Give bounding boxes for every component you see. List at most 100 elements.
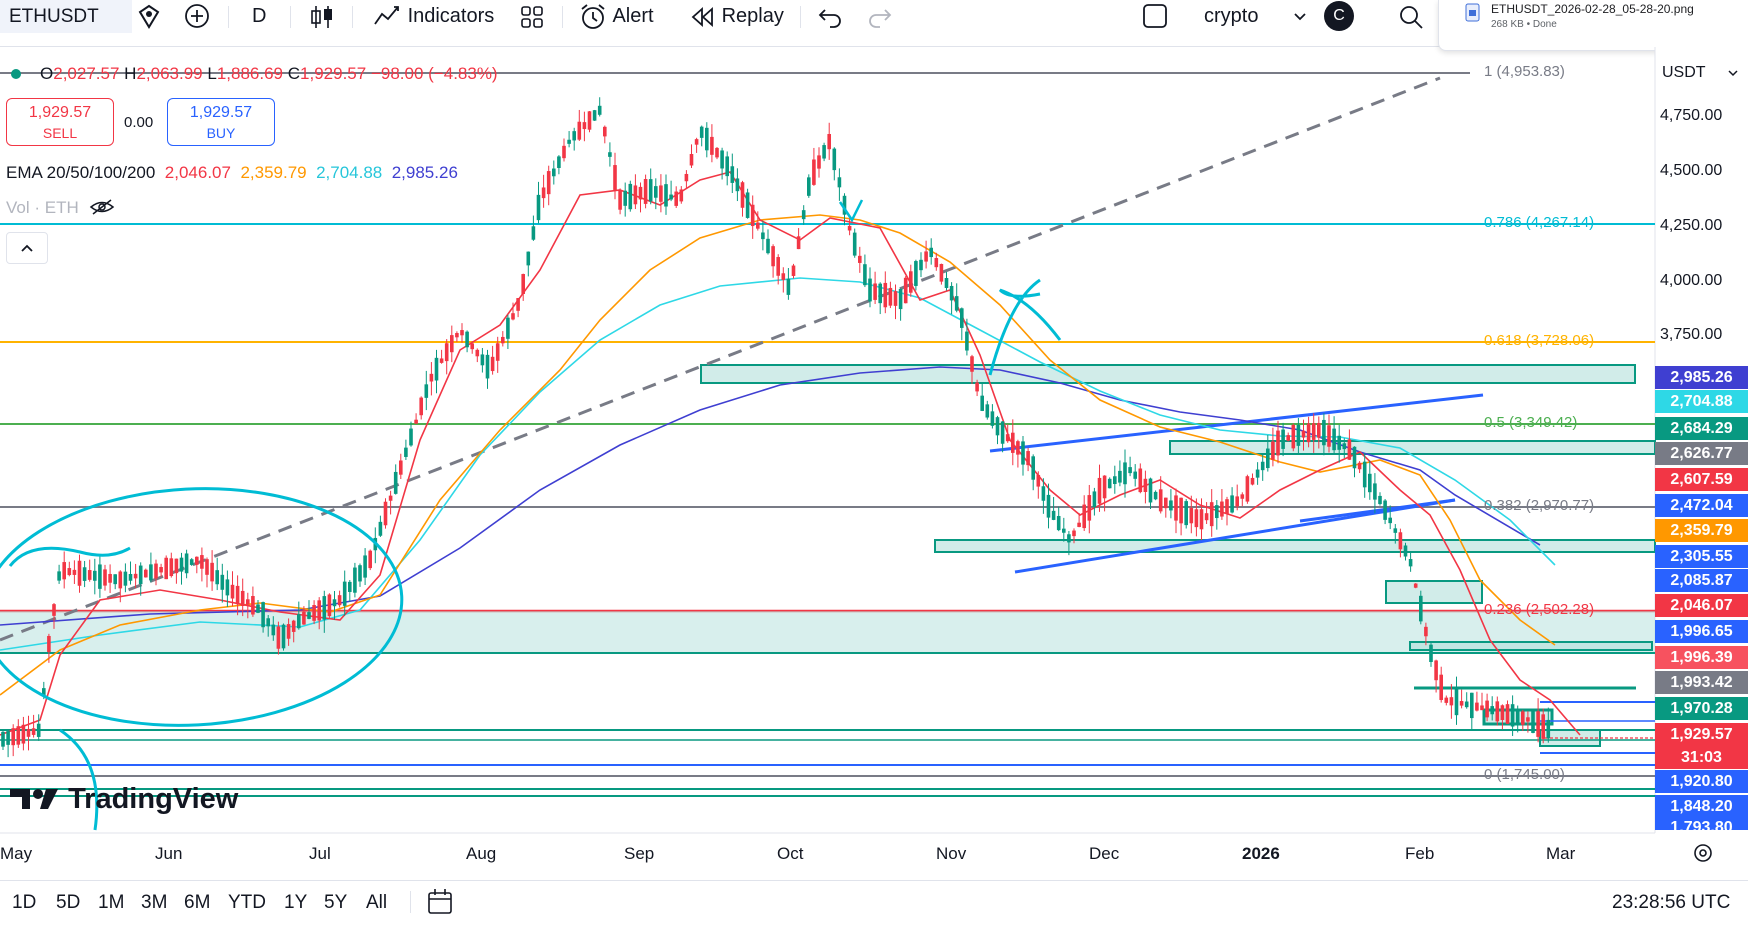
candle-body: [256, 604, 260, 613]
undo-icon[interactable]: [816, 0, 844, 33]
price-label[interactable]: 1,996.39: [1655, 646, 1748, 669]
indicators-button[interactable]: Indicators: [372, 0, 494, 33]
candle-body: [526, 251, 531, 266]
highlight-arc-left[interactable]: [8, 546, 131, 567]
candle-body: [363, 555, 367, 578]
settings-gear-icon[interactable]: [1692, 842, 1714, 869]
candle-body: [725, 156, 729, 177]
clock-readout[interactable]: 23:28:56 UTC: [1612, 892, 1731, 913]
fib-label-0236[interactable]: 0.236 (2,502.28): [1484, 601, 1595, 618]
price-label[interactable]: 2,472.04: [1655, 494, 1748, 517]
candle-body: [235, 585, 240, 605]
price-label[interactable]: 2,684.29: [1655, 417, 1748, 440]
layout-square-icon[interactable]: [1140, 0, 1170, 33]
quick-search-icon[interactable]: [1396, 0, 1426, 33]
price-label[interactable]: 1,970.28: [1655, 697, 1748, 720]
price-label[interactable]: 2,704.88: [1655, 390, 1748, 413]
layout-name-button[interactable]: crypto: [1204, 5, 1259, 27]
replay-button[interactable]: Replay: [688, 0, 784, 33]
price-label[interactable]: 1,996.65: [1655, 620, 1748, 643]
price-label[interactable]: 2,985.26: [1655, 366, 1748, 389]
price-label[interactable]: 2,305.55: [1655, 545, 1748, 568]
candle-body: [348, 581, 352, 592]
chevron-down-icon[interactable]: [1290, 0, 1310, 33]
templates-icon[interactable]: [518, 0, 546, 33]
volume-legend[interactable]: Vol · ETH: [6, 198, 115, 218]
candle-body: [215, 570, 219, 585]
buy-button[interactable]: 1,929.57 BUY: [167, 98, 275, 146]
sell-button[interactable]: 1,929.57 SELL: [6, 98, 114, 146]
candle-body: [1179, 497, 1183, 524]
candle-body: [1368, 473, 1372, 493]
range-1d[interactable]: 1D: [12, 892, 37, 913]
currency-selector[interactable]: USDT: [1662, 58, 1744, 88]
candle-body: [730, 166, 735, 183]
candle-body: [1362, 461, 1367, 488]
candles-icon[interactable]: [308, 0, 336, 33]
range-5y[interactable]: 5Y: [324, 892, 348, 913]
channel-lines[interactable]: [989, 393, 1535, 660]
zone-rectangles[interactable]: [0, 364, 1656, 797]
collapse-legend-button[interactable]: [6, 232, 48, 264]
avatar[interactable]: C: [1324, 1, 1354, 31]
candle-body: [271, 624, 276, 636]
range-all[interactable]: All: [366, 892, 388, 913]
compare-icon[interactable]: [182, 0, 212, 33]
candle-body: [1174, 495, 1178, 521]
eye-hidden-icon[interactable]: [89, 198, 115, 216]
x-tick: Aug: [466, 844, 497, 863]
candle-body: [195, 556, 199, 565]
interval-button[interactable]: D: [252, 5, 267, 27]
candle-body: [761, 232, 765, 240]
candle-body: [1337, 435, 1341, 450]
highlight-ellipse[interactable]: [0, 478, 408, 736]
separator: [562, 6, 563, 28]
fib-label-05[interactable]: 0.5 (3,349.42): [1484, 414, 1578, 431]
price-label[interactable]: 2,607.59: [1655, 468, 1748, 491]
range-6m[interactable]: 6M: [184, 892, 211, 913]
price-label[interactable]: 31:03: [1655, 746, 1748, 769]
fib-label-0618[interactable]: 0.618 (3,728.06): [1484, 332, 1595, 349]
candle-body: [52, 604, 56, 616]
candle-body: [450, 335, 454, 353]
calendar-icon[interactable]: [426, 881, 454, 924]
highlight-curve[interactable]: [988, 278, 1062, 376]
fib-label-0[interactable]: 0 (1,745.00): [1484, 766, 1565, 783]
candle-body: [1209, 502, 1214, 527]
candle-body: [756, 222, 760, 229]
candle-body: [47, 635, 51, 653]
price-label[interactable]: 2,046.07: [1655, 594, 1748, 617]
candlestick-series[interactable]: [1, 97, 1551, 758]
fib-label-0786[interactable]: 0.786 (4,267.14): [1484, 214, 1595, 231]
check-mark[interactable]: [838, 199, 864, 223]
indicators-icon: [374, 6, 399, 25]
price-label[interactable]: 2,626.77: [1655, 442, 1748, 465]
price-label[interactable]: 1,793.80: [1655, 818, 1748, 830]
range-1m[interactable]: 1M: [98, 892, 125, 913]
range-5d[interactable]: 5D: [56, 892, 81, 913]
x-tick: May: [0, 844, 33, 863]
price-label[interactable]: 2,085.87: [1655, 569, 1748, 592]
redo-icon[interactable]: [866, 0, 894, 33]
add-symbol-icon[interactable]: [134, 0, 164, 33]
price-label[interactable]: 1,993.42: [1655, 671, 1748, 694]
fib-label-0382[interactable]: 0.382 (2,970.77): [1484, 497, 1595, 514]
candle-body: [1485, 700, 1489, 718]
range-ytd[interactable]: YTD: [228, 892, 266, 913]
candle-body: [720, 150, 724, 169]
candle-body: [975, 382, 979, 392]
ema-legend[interactable]: EMA 20/50/100/200 2,046.07 2,359.79 2,70…: [6, 163, 458, 183]
price-label[interactable]: 1,920.80: [1655, 770, 1748, 793]
price-chart[interactable]: [0, 47, 1748, 880]
alert-button[interactable]: Alert: [578, 0, 654, 33]
range-1y[interactable]: 1Y: [284, 892, 308, 913]
range-3m[interactable]: 3M: [141, 892, 168, 913]
price-label[interactable]: 1,929.57: [1655, 723, 1748, 746]
price-label[interactable]: 1,848.20: [1655, 795, 1748, 818]
price-label[interactable]: 2,359.79: [1655, 519, 1748, 542]
fib-label-1[interactable]: 1 (4,953.83): [1484, 63, 1565, 80]
highlight-arc-bottom[interactable]: [59, 728, 99, 831]
download-toast[interactable]: ETHUSDT_2026-02-28_05-28-20.png 268 KB •…: [1438, 0, 1748, 51]
dashed-trend-line[interactable]: [0, 76, 1441, 642]
symbol-search[interactable]: ETHUSDT: [0, 0, 132, 33]
